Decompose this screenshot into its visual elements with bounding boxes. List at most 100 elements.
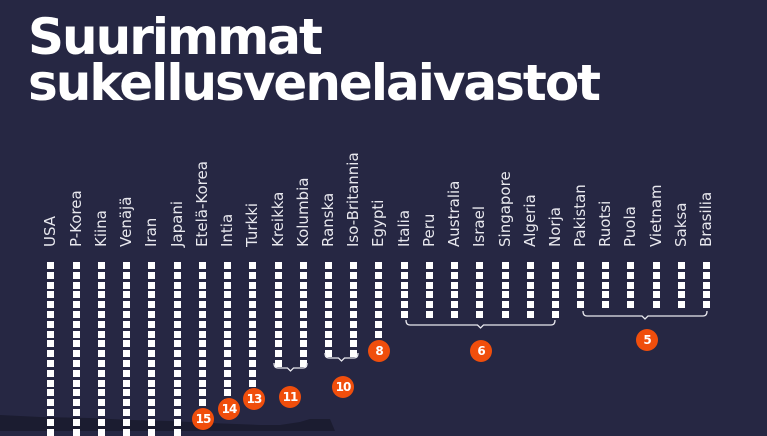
- submarine-square: [274, 360, 282, 367]
- submarine-square: [147, 281, 155, 289]
- submarine-square: [374, 320, 382, 328]
- submarine-square: [501, 262, 509, 269]
- submarine-square: [223, 271, 231, 279]
- group-brace: [582, 311, 708, 320]
- submarine-square: [223, 379, 231, 387]
- submarine-square: [97, 409, 105, 416]
- submarine-square: [248, 330, 256, 338]
- submarine-square: [72, 301, 80, 309]
- submarine-square: [576, 301, 584, 309]
- submarine-square: [46, 428, 54, 436]
- submarine-square: [400, 291, 408, 299]
- submarine-square: [46, 340, 54, 348]
- submarine-square: [299, 301, 307, 309]
- submarine-square: [274, 311, 282, 318]
- submarine-square: [299, 360, 307, 367]
- submarine-square: [97, 271, 105, 279]
- submarine-square: [374, 262, 382, 269]
- submarine-square: [72, 379, 80, 387]
- submarine-square: [46, 360, 54, 367]
- submarine-square: [299, 311, 307, 318]
- submarine-square: [475, 262, 483, 269]
- submarine-square: [652, 301, 660, 309]
- category-label: Iso-Britannia: [344, 152, 362, 247]
- submarine-square: [248, 291, 256, 299]
- submarine-square: [652, 281, 660, 289]
- submarine-square: [626, 271, 634, 279]
- submarine-square: [299, 271, 307, 279]
- submarine-square: [72, 418, 80, 426]
- submarine-square: [349, 330, 357, 338]
- submarine-square: [223, 262, 231, 269]
- submarine-square: [147, 350, 155, 358]
- submarine-square: [97, 399, 105, 407]
- submarine-square: [501, 311, 509, 318]
- submarine-square: [349, 301, 357, 309]
- submarine-square: [122, 262, 130, 269]
- submarine-square: [147, 291, 155, 299]
- submarine-square: [72, 409, 80, 416]
- category-label: Norja: [546, 207, 564, 247]
- submarine-square: [248, 379, 256, 387]
- category-label: Etelä-Korea: [193, 161, 211, 247]
- submarine-square: [324, 262, 332, 269]
- submarine-square: [173, 399, 181, 407]
- submarine-square: [626, 291, 634, 299]
- submarine-square: [425, 281, 433, 289]
- submarine-square: [198, 379, 206, 387]
- submarine-square: [324, 311, 332, 318]
- submarine-square: [601, 301, 609, 309]
- submarine-square: [274, 291, 282, 299]
- submarine-square: [425, 262, 433, 269]
- category-label: Kiina: [92, 210, 110, 247]
- submarine-square: [198, 262, 206, 269]
- submarine-square: [147, 360, 155, 367]
- submarine-square: [501, 271, 509, 279]
- submarine-square: [576, 281, 584, 289]
- submarine-square: [274, 340, 282, 348]
- submarine-square: [702, 281, 710, 289]
- category-label: Peru: [420, 213, 438, 247]
- submarine-square: [626, 262, 634, 269]
- submarine-square: [122, 340, 130, 348]
- count-badge: 13: [243, 388, 265, 410]
- submarine-square: [198, 330, 206, 338]
- submarine-square: [551, 262, 559, 269]
- submarine-square: [324, 271, 332, 279]
- submarine-square: [450, 281, 458, 289]
- title-line-1: Suurimmat: [28, 8, 323, 66]
- submarine-square: [97, 330, 105, 338]
- submarine-square: [475, 311, 483, 318]
- submarine-square: [72, 291, 80, 299]
- submarine-square: [147, 271, 155, 279]
- submarine-square: [248, 311, 256, 318]
- submarine-square: [349, 291, 357, 299]
- submarine-square: [324, 340, 332, 348]
- submarine-square: [349, 311, 357, 318]
- submarine-square: [173, 291, 181, 299]
- submarine-square: [526, 301, 534, 309]
- submarine-square: [626, 281, 634, 289]
- submarine-square: [72, 369, 80, 377]
- submarine-square: [299, 330, 307, 338]
- count-badge: 6: [470, 340, 492, 362]
- category-label: Kreikka: [269, 191, 287, 247]
- submarine-square: [97, 379, 105, 387]
- submarine-square: [198, 350, 206, 358]
- category-label: USA: [41, 215, 59, 247]
- submarine-square: [173, 301, 181, 309]
- submarine-square: [173, 409, 181, 416]
- submarine-square: [46, 320, 54, 328]
- submarine-square: [122, 281, 130, 289]
- submarine-square: [400, 271, 408, 279]
- submarine-square: [122, 418, 130, 426]
- title-line-2: sukellusvenelaivastot: [28, 54, 601, 112]
- category-label: Singapore: [496, 171, 514, 247]
- submarine-square: [248, 350, 256, 358]
- submarine-square: [198, 340, 206, 348]
- submarine-square: [122, 389, 130, 397]
- submarine-square: [72, 350, 80, 358]
- submarine-square: [601, 262, 609, 269]
- submarine-square: [274, 350, 282, 358]
- submarine-square: [400, 311, 408, 318]
